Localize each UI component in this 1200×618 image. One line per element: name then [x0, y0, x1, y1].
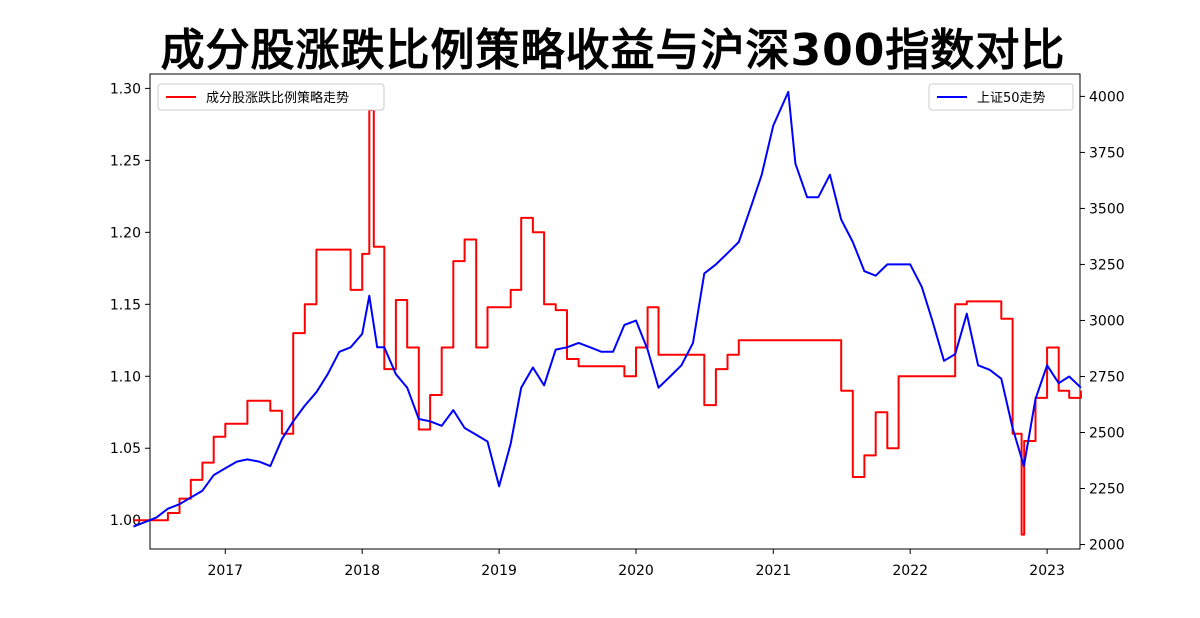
series-line-sse50 [133, 90, 1082, 528]
right-axis-tick-label: 4000 [1089, 89, 1125, 105]
left-axis-tick-label: 1.10 [110, 369, 141, 385]
legend-sse50-label: 上证50走势 [977, 90, 1046, 106]
right-axis-tick-label: 2750 [1089, 369, 1125, 385]
right-axis-tick-label: 3000 [1089, 313, 1125, 329]
left-axis: 1.00 1.05 1.10 1.15 1.20 1.25 1.30 [110, 81, 150, 529]
legend-sse50-box [928, 83, 1074, 111]
plot-frame [149, 73, 1081, 550]
left-axis-tick-label: 1.20 [110, 225, 141, 241]
left-axis-tick-label: 1.15 [110, 297, 141, 313]
right-axis-tick-label: 3250 [1089, 257, 1125, 273]
x-axis-tick-label: 2021 [755, 563, 791, 579]
right-axis-tick-label: 3500 [1089, 201, 1125, 217]
chart-title: 成分股涨跌比例策略收益与沪深300指数对比 [160, 25, 1066, 76]
right-axis-tick-label: 3750 [1089, 145, 1125, 161]
left-axis-tick-label: 1.25 [110, 153, 141, 169]
x-axis-tick-label: 2020 [618, 563, 654, 579]
left-axis-tick-label: 1.30 [110, 81, 141, 97]
right-axis: 2000 2250 2500 2750 3000 3250 3500 3750 4000 [1080, 89, 1125, 554]
x-axis-tick-label: 2019 [481, 563, 517, 579]
series-line-strategy [133, 109, 1082, 536]
x-axis-tick-label: 2022 [892, 563, 928, 579]
x-axis: 2017 2018 2019 2020 2021 2022 2023 [207, 549, 1065, 579]
legend-sse50: 上证50走势 [928, 83, 1074, 111]
legend-strategy: 成分股涨跌比例策略走势 [157, 83, 385, 111]
x-axis-tick-label: 2018 [344, 563, 380, 579]
right-axis-tick-label: 2000 [1089, 538, 1125, 554]
x-axis-tick-label: 2023 [1029, 563, 1065, 579]
legend-strategy-label: 成分股涨跌比例策略走势 [206, 90, 349, 106]
left-axis-tick-label: 1.00 [110, 513, 141, 529]
left-axis-tick-label: 1.05 [110, 441, 141, 457]
legend-strategy-box [157, 83, 385, 111]
series-layer [133, 90, 1082, 536]
right-axis-tick-label: 2500 [1089, 425, 1125, 441]
right-axis-tick-label: 2250 [1089, 482, 1125, 498]
x-axis-tick-label: 2017 [207, 563, 243, 579]
